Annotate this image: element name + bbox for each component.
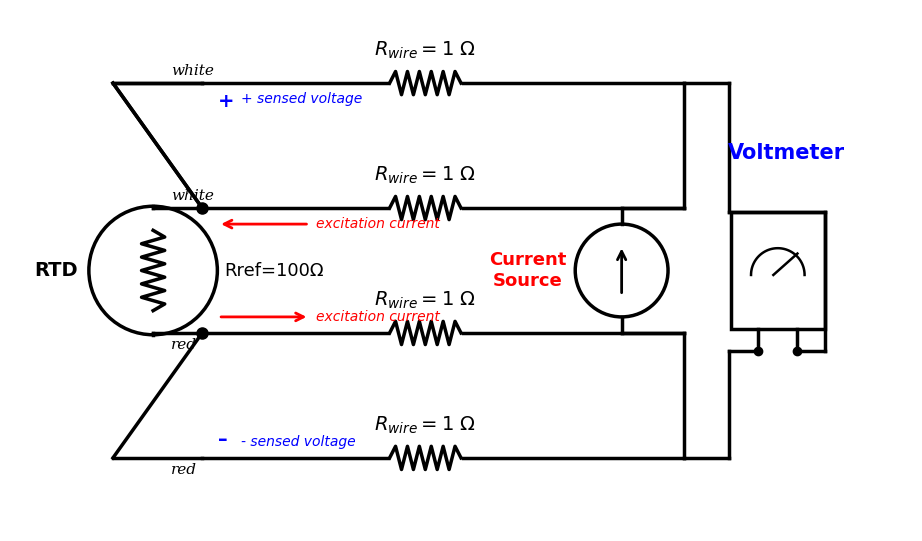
Text: - sensed voltage: - sensed voltage (241, 435, 355, 449)
Text: Rref=100Ω: Rref=100Ω (225, 261, 324, 280)
Text: $R_{wire} = 1\ \Omega$: $R_{wire} = 1\ \Omega$ (374, 289, 477, 311)
Text: + sensed voltage: + sensed voltage (241, 92, 361, 106)
Text: Voltmeter: Voltmeter (728, 143, 845, 163)
Text: red: red (171, 463, 197, 477)
Text: red: red (171, 338, 197, 352)
Text: Current
Source: Current Source (489, 251, 566, 290)
Text: white: white (171, 189, 214, 203)
Text: $R_{wire} = 1\ \Omega$: $R_{wire} = 1\ \Omega$ (374, 164, 477, 186)
Text: excitation current: excitation current (316, 310, 441, 324)
Text: –: – (219, 430, 228, 449)
Text: white: white (171, 64, 214, 78)
Text: $R_{wire} = 1\ \Omega$: $R_{wire} = 1\ \Omega$ (374, 39, 477, 61)
Text: $R_{wire} = 1\ \Omega$: $R_{wire} = 1\ \Omega$ (374, 414, 477, 436)
Text: RTD: RTD (34, 261, 78, 280)
Text: excitation current: excitation current (316, 217, 441, 231)
Text: +: + (219, 92, 235, 111)
Bar (731, 213, 824, 328)
